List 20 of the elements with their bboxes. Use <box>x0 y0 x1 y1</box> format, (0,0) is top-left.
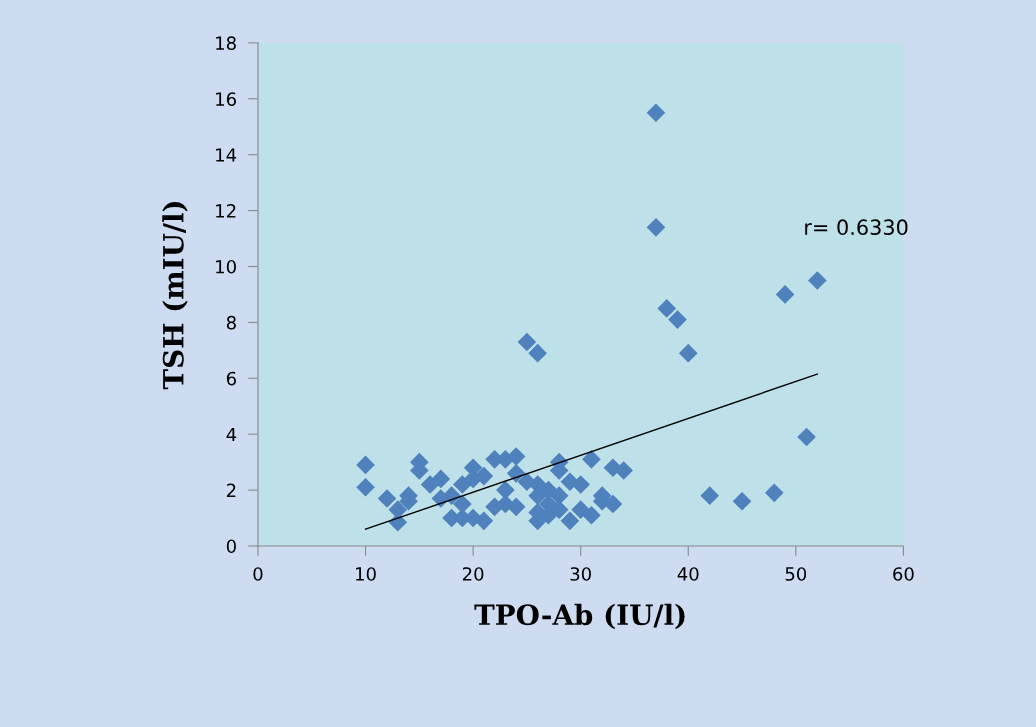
y-tick-label: 2 <box>226 483 236 497</box>
x-tick-label: 0 <box>253 567 263 581</box>
x-tick-label: 40 <box>677 567 699 581</box>
y-tick-label: 8 <box>226 315 236 330</box>
y-tick-label: 0 <box>226 539 236 554</box>
y-tick-label: 4 <box>226 427 237 442</box>
y-tick-label: 16 <box>216 92 236 106</box>
x-tick-label: 50 <box>785 567 807 581</box>
y-tick-label: 14 <box>216 148 237 162</box>
x-tick-label: 30 <box>570 567 591 581</box>
annotation: r= 0.6330 <box>805 219 908 236</box>
y-tick-label: 10 <box>216 259 236 274</box>
y-tick-label: 6 <box>226 371 236 386</box>
y-tick-label: 18 <box>216 36 236 51</box>
x-tick-label: 20 <box>462 567 484 581</box>
y-axis-title: TSH (mIU/l) <box>162 201 188 390</box>
x-tick-label: 10 <box>356 567 376 581</box>
x-tick-label: 60 <box>893 567 914 581</box>
x-axis-title: TPO-Ab (IU/l) <box>474 603 685 630</box>
y-tick-label: 12 <box>216 204 236 218</box>
